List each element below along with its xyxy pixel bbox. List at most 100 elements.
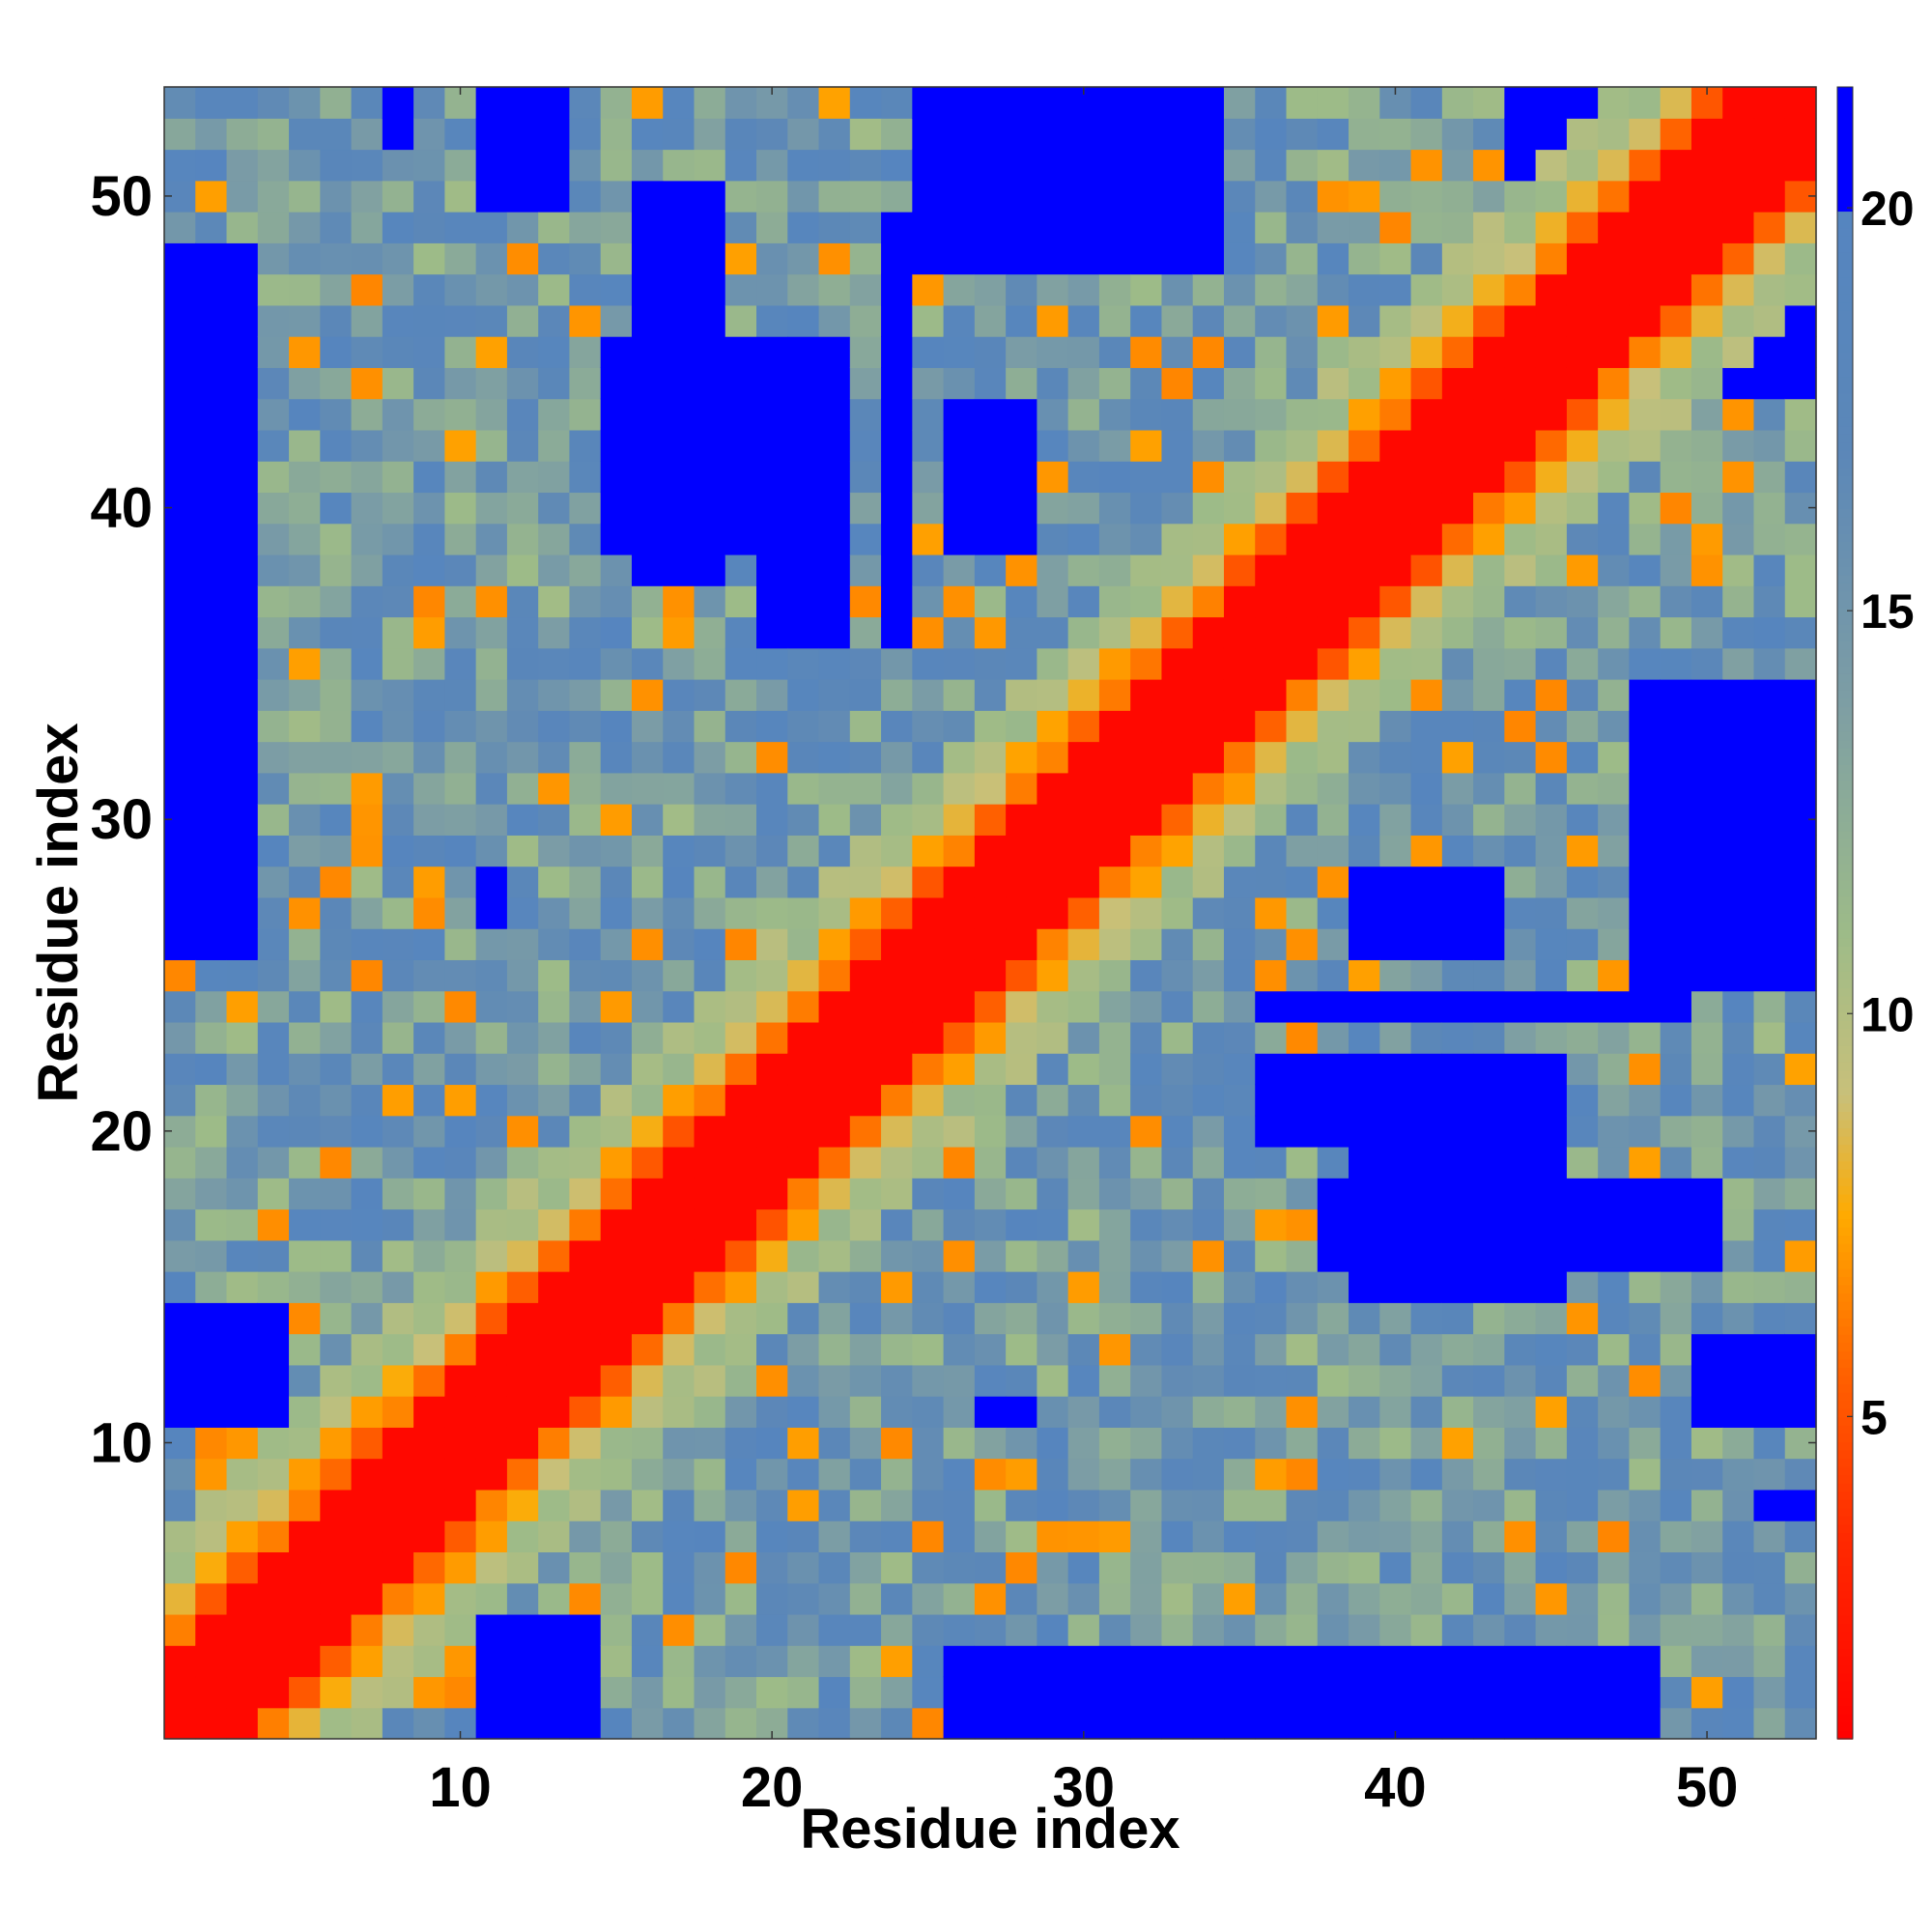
colorbar-segment	[1837, 1135, 1853, 1146]
heatmap-cell	[1006, 990, 1037, 1023]
heatmap-cell	[289, 1302, 321, 1335]
heatmap-cell	[1161, 585, 1194, 618]
heatmap-cell	[1349, 772, 1380, 805]
heatmap-cell	[1410, 772, 1443, 805]
heatmap-cell	[164, 1613, 196, 1646]
heatmap-cell	[1566, 492, 1599, 525]
heatmap-cell	[1161, 928, 1194, 960]
heatmap-cell	[506, 1489, 539, 1521]
heatmap-cell	[538, 1707, 571, 1740]
heatmap-cell	[1441, 1333, 1474, 1366]
heatmap-cell	[444, 1489, 477, 1521]
heatmap-cell	[538, 1333, 571, 1366]
heatmap-cell	[444, 1084, 477, 1117]
heatmap-cell	[195, 741, 228, 774]
heatmap-cell	[1690, 647, 1723, 680]
heatmap-cell	[320, 1239, 353, 1272]
heatmap-cell	[1006, 180, 1037, 213]
heatmap-cell	[538, 429, 571, 462]
heatmap-cell	[1223, 1551, 1256, 1584]
heatmap-cell	[1473, 866, 1505, 898]
heatmap-cell	[1255, 1645, 1288, 1678]
heatmap-cell	[1349, 1396, 1380, 1428]
heatmap-cell	[475, 866, 508, 898]
colorbar-segment	[1837, 1185, 1853, 1195]
heatmap-cell	[1629, 1021, 1662, 1054]
heatmap-cell	[382, 1551, 414, 1584]
heatmap-cell	[631, 118, 664, 151]
heatmap-cell	[1566, 1239, 1599, 1272]
heatmap-cell	[1223, 1489, 1256, 1521]
heatmap-cell	[1629, 1582, 1662, 1615]
heatmap-cell	[1130, 1053, 1163, 1086]
heatmap-cell	[756, 1115, 788, 1148]
heatmap-cell	[1441, 1520, 1474, 1553]
heatmap-cell	[1535, 1208, 1568, 1241]
heatmap-cell	[506, 679, 539, 711]
heatmap-cell	[818, 1364, 851, 1397]
heatmap-cell	[351, 1271, 384, 1303]
heatmap-cell	[1784, 273, 1817, 306]
heatmap-cell	[1379, 429, 1412, 462]
heatmap-cell	[1286, 273, 1319, 306]
heatmap-cell	[694, 990, 726, 1023]
heatmap-cell	[1784, 336, 1817, 368]
heatmap-cell	[631, 1427, 664, 1460]
heatmap-cell	[1317, 1458, 1350, 1491]
colorbar-segment	[1837, 1548, 1853, 1558]
heatmap-cell	[1660, 1146, 1692, 1179]
heatmap-cell	[164, 1333, 196, 1366]
colorbar-segment	[1837, 1325, 1853, 1335]
heatmap-cell	[475, 804, 508, 836]
heatmap-cell	[1192, 1489, 1225, 1521]
heatmap-cell	[849, 1458, 882, 1491]
heatmap-cell	[1067, 118, 1100, 151]
heatmap-cell	[1317, 1021, 1350, 1054]
heatmap-cell	[600, 367, 633, 400]
heatmap-cell	[320, 212, 353, 243]
heatmap-cell	[631, 1333, 664, 1366]
heatmap-cell	[1286, 1239, 1319, 1272]
heatmap-cell	[881, 1613, 913, 1646]
heatmap-cell	[912, 273, 945, 306]
heatmap-cell	[1629, 1084, 1662, 1117]
heatmap-cell	[289, 1364, 321, 1397]
heatmap-cell	[1473, 1302, 1505, 1335]
heatmap-cell	[724, 367, 757, 400]
heatmap-cell	[195, 1707, 228, 1740]
heatmap-cell	[1504, 1520, 1537, 1553]
heatmap-cell	[538, 647, 571, 680]
x-tick-label: 50	[1676, 1756, 1739, 1819]
heatmap-cell	[1784, 585, 1817, 618]
heatmap-cell	[1504, 523, 1537, 555]
heatmap-cell	[1317, 990, 1350, 1023]
heatmap-cell	[1130, 679, 1163, 711]
heatmap-cell	[1722, 679, 1755, 711]
heatmap-cell	[1037, 1146, 1069, 1179]
colorbar-segment	[1837, 1334, 1853, 1344]
heatmap-cell	[475, 928, 508, 960]
heatmap-cell	[1006, 429, 1037, 462]
heatmap-cell	[974, 1302, 1007, 1335]
heatmap-cell	[1037, 1520, 1069, 1553]
heatmap-cell	[631, 1645, 664, 1678]
heatmap-cell	[164, 959, 196, 992]
colorbar-segment	[1837, 1111, 1853, 1121]
heatmap-cell	[1660, 1427, 1692, 1460]
heatmap-cell	[1006, 1333, 1037, 1366]
heatmap-cell	[1161, 835, 1194, 867]
heatmap-cell	[538, 804, 571, 836]
heatmap-cell	[1006, 1427, 1037, 1460]
heatmap-cell	[195, 1364, 228, 1397]
heatmap-cell	[1286, 1053, 1319, 1086]
heatmap-cell	[912, 1613, 945, 1646]
heatmap-cell	[1098, 1208, 1131, 1241]
heatmap-cell	[1161, 616, 1194, 649]
heatmap-cell	[569, 1707, 602, 1740]
heatmap-cell	[787, 804, 820, 836]
heatmap-cell	[506, 398, 539, 431]
heatmap-cell	[600, 896, 633, 929]
colorbar-segment	[1837, 607, 1853, 616]
heatmap-cell	[475, 647, 508, 680]
heatmap-cell	[756, 710, 788, 743]
